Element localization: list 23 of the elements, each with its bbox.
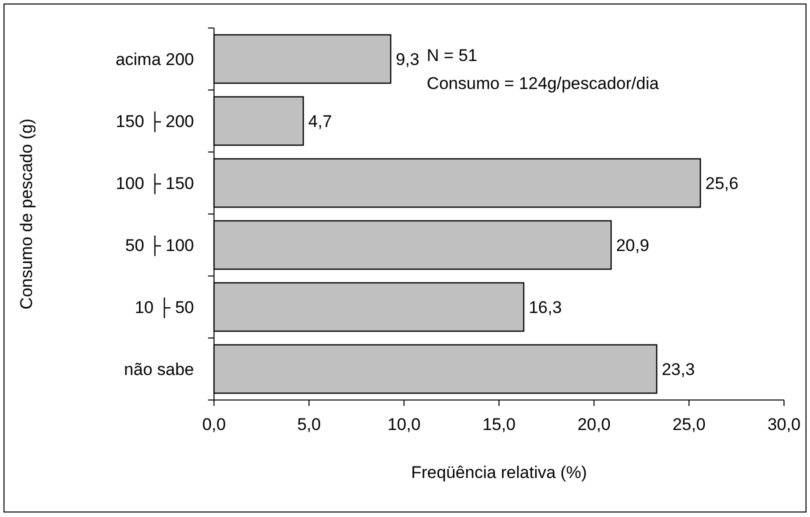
x-tick-label: 10,0 xyxy=(387,415,421,434)
y-tick-label: 50 ├ 100 xyxy=(125,234,194,257)
x-tick-label: 5,0 xyxy=(297,415,321,434)
x-tick-label: 25,0 xyxy=(672,415,706,434)
x-tick-label: 30,0 xyxy=(767,415,801,434)
y-tick-label: 150 ├ 200 xyxy=(116,110,194,133)
x-tick-label: 20,0 xyxy=(577,415,611,434)
data-label: 20,9 xyxy=(616,236,650,255)
x-axis-title: Freqüência relativa (%) xyxy=(411,463,587,482)
data-label: 4,7 xyxy=(308,112,332,131)
annotation: N = 51 xyxy=(426,46,478,65)
data-label: 9,3 xyxy=(396,50,420,69)
x-tick-label: 15,0 xyxy=(482,415,516,434)
y-axis-title: Consumo de pescado (g) xyxy=(17,118,36,310)
y-tick-label: acima 200 xyxy=(116,50,194,69)
data-label: 25,6 xyxy=(705,174,738,193)
x-tick-label: 0,0 xyxy=(202,415,226,434)
annotation: Consumo = 124g/pescador/dia xyxy=(426,74,660,93)
y-tick-label: 100 ├ 150 xyxy=(116,172,194,195)
y-tick-label: 10 ├ 50 xyxy=(134,296,194,319)
data-label: 23,3 xyxy=(662,360,695,379)
data-label: 16,3 xyxy=(528,298,562,317)
y-tick-label: não sabe xyxy=(124,360,194,379)
